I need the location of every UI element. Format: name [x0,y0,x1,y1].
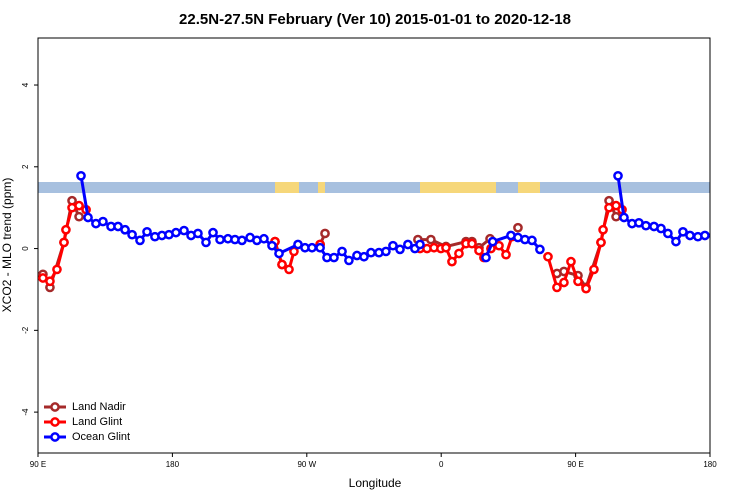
data-point [59,237,69,248]
data-point [467,238,477,249]
data-point [494,240,504,251]
land-sea-strip [38,182,710,193]
x-axis-label: Longitude [349,476,402,490]
data-point [501,249,511,260]
data-point [447,256,457,267]
data-point [403,239,413,250]
data-point [388,240,398,251]
data-point [641,220,651,231]
y-tick-label: -2 [21,326,30,334]
y-tick-label: 2 [21,164,30,169]
chart-title: 22.5N-27.5N February (Ver 10) 2015-01-01… [179,11,571,28]
data-point [441,242,451,253]
data-point [320,228,330,239]
data-point [598,224,608,235]
data-point [142,226,152,237]
data-point [581,283,591,294]
data-point [487,236,498,247]
data-point [611,211,621,222]
data-point [307,242,317,253]
data-point [171,227,181,238]
data-point [120,224,130,235]
data-point [74,211,84,222]
data-point [366,247,376,258]
data-point [685,230,695,241]
legend-marker [50,417,60,427]
data-point [527,235,537,246]
data-point [656,223,666,234]
data-point [589,264,599,275]
data-point [559,277,569,288]
y-tick-label: 4 [21,82,30,87]
data-point [454,248,464,259]
x-tick-label: 90 W [297,460,316,469]
data-point [83,212,93,223]
x-tick-label: 180 [703,460,717,469]
data-point [552,282,562,293]
y-axis-label: XCO2 - MLO trend (ppm) [0,178,14,313]
data-point [678,226,688,237]
data-point [61,224,71,235]
data-point [566,256,576,267]
data-point [481,252,491,263]
legend-marker [50,432,60,442]
data-point [135,235,145,246]
legend-marker [50,402,60,412]
data-point [395,244,405,255]
data-point [74,200,84,211]
legend-label: Land Nadir [72,401,126,413]
data-point [535,244,545,255]
data-point [274,248,284,259]
data-point [671,236,681,247]
y-tick-label: 0 [21,246,30,251]
data-point [426,234,436,245]
data-point [700,230,710,241]
y-tick-label: -4 [21,408,30,416]
data-point [267,240,277,251]
data-point [663,228,673,239]
data-point [359,251,369,262]
data-point [284,264,294,275]
legend-label: Ocean Glint [72,431,130,443]
data-point [45,276,55,287]
data-point [543,251,553,262]
plot-frame [37,37,711,454]
data-point [259,233,269,244]
data-point [52,264,62,275]
data-point [474,245,484,256]
data-point [337,246,347,257]
data-point [381,246,391,257]
x-tick-label: 180 [166,460,180,469]
data-point [596,237,606,248]
data-point [215,234,225,245]
data-point [344,255,354,266]
data-point [277,259,287,270]
x-tick-label: 90 E [567,460,583,469]
x-tick-label: 90 E [30,460,46,469]
x-tick-label: 0 [439,460,444,469]
data-point [415,239,425,250]
data-point [513,222,523,233]
data-point [76,170,86,181]
data-point [208,227,218,238]
data-point [573,276,583,287]
data-point [237,235,247,246]
data-point [179,225,189,236]
data-point [315,242,325,253]
data-point [193,228,203,239]
data-point [613,170,623,181]
data-point [98,216,108,227]
data-point [619,212,629,223]
data-point [201,237,211,248]
data-point [127,229,137,240]
legend-label: Land Glint [72,416,122,428]
data-point [329,252,339,263]
